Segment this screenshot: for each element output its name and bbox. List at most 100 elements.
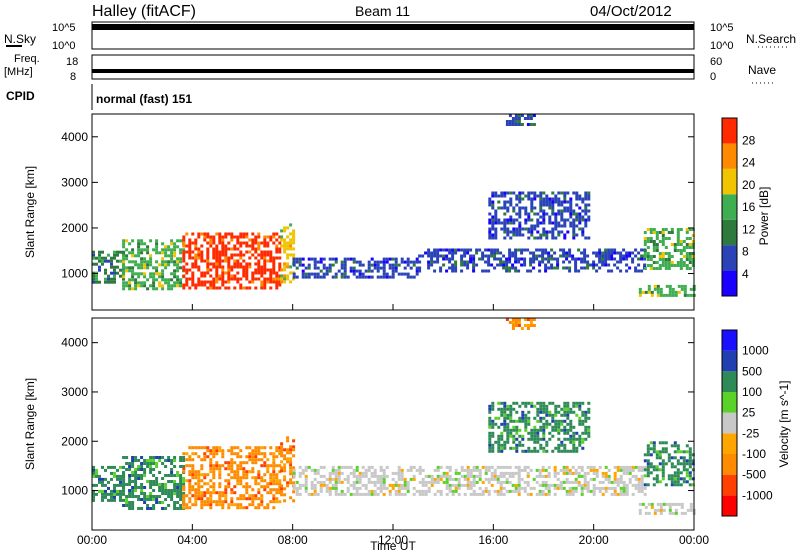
data-cell (526, 123, 530, 126)
data-cell (388, 257, 392, 261)
data-cell (577, 474, 581, 478)
data-cell (272, 455, 276, 459)
data-cell (257, 235, 261, 239)
data-cell (203, 446, 207, 450)
data-cell (382, 471, 386, 475)
data-cell (158, 263, 162, 267)
data-cell (472, 263, 476, 267)
data-cell (245, 271, 249, 275)
data-cell (556, 266, 560, 270)
data-cell (503, 194, 507, 198)
data-cell (659, 293, 663, 297)
data-cell (236, 452, 240, 456)
data-cell (397, 474, 401, 478)
data-cell (676, 243, 680, 246)
data-cell (529, 492, 533, 496)
data-cell (460, 260, 464, 264)
data-cell (496, 489, 500, 493)
data-cell (113, 474, 116, 478)
data-cell (155, 465, 159, 468)
data-cell (364, 474, 368, 478)
data-cell (218, 500, 222, 504)
data-cell (649, 465, 653, 469)
data-cell (134, 486, 138, 489)
data-cell (266, 280, 270, 284)
data-cell (173, 489, 177, 492)
data-cell (556, 263, 560, 267)
data-cell (496, 477, 500, 481)
data-cell (343, 260, 347, 264)
data-cell (557, 449, 561, 453)
data-cell (176, 257, 180, 261)
data-cell (664, 258, 668, 261)
freq-label: Freq. (14, 53, 40, 65)
data-cell (584, 413, 588, 417)
data-cell (439, 269, 443, 273)
data-cell (628, 468, 632, 472)
data-cell (533, 440, 537, 444)
data-cell (122, 287, 126, 291)
data-cell (152, 495, 156, 498)
data-cell (346, 477, 350, 481)
data-cell (242, 470, 246, 474)
data-cell (137, 281, 141, 285)
data-cell (152, 266, 156, 270)
data-cell (155, 245, 159, 249)
data-cell (257, 449, 261, 453)
data-cell (197, 268, 201, 272)
data-cell (209, 458, 213, 462)
data-cell (197, 479, 201, 483)
data-cell (155, 248, 159, 252)
data-cell (634, 477, 638, 481)
data-cell (209, 283, 213, 287)
data-cell (263, 506, 267, 510)
data-cell (158, 471, 162, 474)
data-cell (610, 257, 614, 261)
data-cell (170, 260, 174, 264)
data-cell (529, 486, 533, 490)
data-cell (562, 486, 566, 490)
data-cell (604, 486, 608, 490)
data-cell (454, 477, 458, 481)
data-cell (215, 452, 219, 456)
data-cell (562, 471, 566, 475)
data-cell (245, 488, 249, 492)
power-data-layer (92, 114, 696, 297)
data-cell (278, 241, 282, 245)
data-cell (580, 483, 584, 487)
data-cell (179, 278, 183, 282)
data-cell (319, 465, 323, 469)
velocity-data-layer (92, 318, 696, 515)
data-cell (514, 321, 518, 324)
data-cell (176, 501, 180, 504)
data-cell (257, 506, 261, 510)
data-cell (500, 401, 504, 405)
data-cell (167, 480, 171, 483)
data-cell (340, 480, 344, 484)
data-cell (221, 280, 225, 284)
data-cell (685, 450, 689, 454)
data-cell (346, 275, 350, 279)
data-cell (652, 477, 656, 481)
data-cell (463, 483, 467, 487)
data-cell (547, 471, 551, 475)
data-cell (176, 245, 180, 249)
data-cell (676, 261, 680, 264)
data-cell (587, 431, 591, 435)
data-cell (206, 247, 210, 251)
data-cell (280, 442, 284, 446)
data-cell (529, 318, 533, 321)
data-cell (488, 212, 492, 216)
data-cell (637, 465, 641, 469)
data-cell (131, 239, 135, 243)
data-cell (337, 492, 341, 496)
data-cell (251, 253, 255, 257)
data-cell (149, 260, 153, 264)
data-cell (488, 197, 492, 201)
data-cell (289, 244, 293, 248)
data-cell (578, 422, 582, 426)
data-cell (601, 486, 605, 490)
data-cell (463, 492, 467, 496)
data-cell (541, 254, 545, 258)
data-cell (497, 194, 501, 198)
